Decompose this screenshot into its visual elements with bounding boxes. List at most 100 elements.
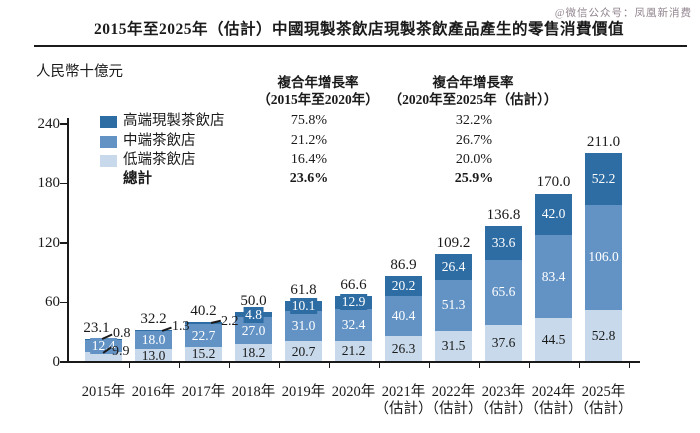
segment-value-label: 52.8	[591, 327, 616, 343]
bar-segment-low	[535, 317, 572, 362]
bar-segment-low	[435, 330, 472, 362]
cagr-value: 23.6%	[289, 171, 329, 186]
segment-value-label: 51.3	[439, 297, 468, 314]
y-tick-label: 60	[45, 294, 60, 311]
bar-segment-low	[335, 340, 372, 362]
cagr-2020-2025-header-line1: 複合年增長率	[432, 75, 514, 90]
x-tick-mark	[178, 363, 180, 368]
segment-value-label: 52.2	[589, 170, 618, 187]
bar-total-label: 32.2	[140, 311, 167, 328]
x-axis-category-label: 2017年	[181, 384, 226, 400]
x-axis-estimate-label: （估計）	[424, 401, 483, 417]
x-axis-category-label: 2023年	[481, 384, 526, 400]
x-tick-mark	[128, 363, 130, 368]
segment-value-label: 31.5	[441, 338, 466, 354]
legend-item-label: 中端茶飲店	[123, 133, 196, 149]
x-tick-mark	[628, 363, 630, 368]
x-axis-category-label: 2015年	[81, 384, 126, 400]
segment-value-label: 26.3	[391, 340, 416, 356]
segment-value-label: 4.8	[243, 306, 264, 323]
segment-value-label: 12.9	[339, 294, 368, 311]
cagr-value: 25.9%	[454, 171, 494, 186]
cagr-2020-2025-header-line2: （2020年至2025年（估計））	[388, 92, 558, 107]
bar-total-label: 136.8	[486, 207, 521, 224]
x-axis-category-label: 2020年	[331, 384, 376, 400]
x-axis-line	[67, 361, 640, 363]
segment-value-label: 44.5	[541, 331, 566, 347]
cagr-value: 32.2%	[455, 113, 493, 128]
segment-value-label: 42.0	[539, 206, 568, 223]
x-tick-mark	[278, 363, 280, 368]
bar-total-label: 66.6	[340, 276, 367, 293]
x-tick-mark	[528, 363, 530, 368]
bar-total-label: 61.8	[290, 281, 317, 298]
bar-total-label: 170.0	[536, 174, 571, 191]
x-axis-category-label: 2019年	[281, 384, 326, 400]
cagr-2015-2020-header-line1: 複合年增長率	[277, 75, 359, 90]
y-tick-label: 180	[37, 175, 61, 192]
cagr-value: 75.8%	[290, 113, 328, 128]
bar-segment-low	[385, 335, 422, 362]
x-axis-category-label: 2025年	[581, 384, 626, 400]
y-tick-mark	[60, 242, 67, 244]
segment-value-label: 27.0	[239, 322, 268, 339]
legend-item-label: 總計	[123, 171, 152, 187]
segment-value-label: 31.0	[289, 318, 318, 335]
x-tick-mark	[228, 363, 230, 368]
cagr-value: 26.7%	[455, 133, 493, 148]
x-tick-mark	[378, 363, 380, 368]
legend-item-label: 高端現製茶飲店	[123, 113, 225, 129]
x-axis-estimate-label: （估計）	[574, 401, 633, 417]
y-tick-mark	[60, 123, 67, 125]
callout-value-label: 9.9	[112, 344, 130, 359]
segment-value-label: 18.0	[139, 332, 168, 349]
y-tick-mark	[60, 361, 67, 363]
bar-segment-low	[585, 309, 622, 362]
segment-value-label: 26.4	[439, 258, 468, 275]
segment-value-label: 32.4	[339, 316, 368, 333]
bar-total-label: 23.1	[83, 320, 110, 337]
bar-segment-low	[485, 324, 522, 362]
y-tick-label: 0	[52, 354, 61, 370]
bar-total-label: 86.9	[390, 256, 417, 273]
segment-value-label: 21.2	[341, 343, 366, 359]
x-tick-mark	[578, 363, 580, 368]
segment-value-label: 13.0	[141, 347, 166, 363]
cagr-value: 21.2%	[290, 133, 328, 148]
y-axis-line	[67, 118, 69, 363]
legend-swatch	[100, 155, 117, 167]
cagr-2015-2020-header-line2: （2015年至2020年）	[257, 92, 379, 107]
segment-value-label: 106.0	[586, 249, 621, 266]
segment-value-label: 15.2	[191, 346, 216, 362]
x-axis-category-label: 2021年	[381, 384, 426, 400]
x-axis-estimate-label: （估計）	[374, 401, 433, 417]
segment-value-label: 22.7	[189, 327, 218, 344]
legend-swatch	[100, 116, 117, 128]
bar-total-label: 109.2	[436, 234, 471, 251]
segment-value-label: 20.2	[389, 277, 418, 294]
watermark-text: @微信公众号：凤凰新消费	[554, 8, 692, 19]
bar-total-label: 40.2	[190, 303, 217, 320]
bar-segment-low	[235, 343, 272, 362]
x-axis-category-label: 2024年	[531, 384, 576, 400]
bar-total-label: 50.0	[240, 293, 267, 310]
segment-value-label: 33.6	[489, 234, 518, 251]
legend-item-label: 低端茶飲店	[123, 152, 196, 168]
cagr-value: 20.0%	[455, 152, 493, 167]
bar-segment-high	[185, 322, 222, 325]
segment-value-label: 10.1	[289, 297, 318, 314]
bar-segment-low	[285, 341, 322, 362]
chart-title: 2015年至2025年（估計）中國現製茶飲店現製茶飲產品產生的零售消費價值	[93, 21, 624, 38]
x-axis-estimate-label: （估計）	[524, 401, 583, 417]
segment-value-label: 37.6	[491, 335, 516, 351]
bar-total-label: 211.0	[586, 133, 621, 150]
title-divider	[34, 45, 687, 47]
segment-value-label: 18.2	[241, 344, 266, 360]
bar-segment-low	[135, 349, 172, 362]
segment-value-label: 65.6	[489, 284, 518, 301]
callout-value-label: 2.2	[221, 314, 239, 329]
bar-segment-high	[135, 329, 172, 332]
x-tick-mark	[428, 363, 430, 368]
x-axis-category-label: 2022年	[431, 384, 476, 400]
segment-value-label: 40.4	[389, 307, 418, 324]
